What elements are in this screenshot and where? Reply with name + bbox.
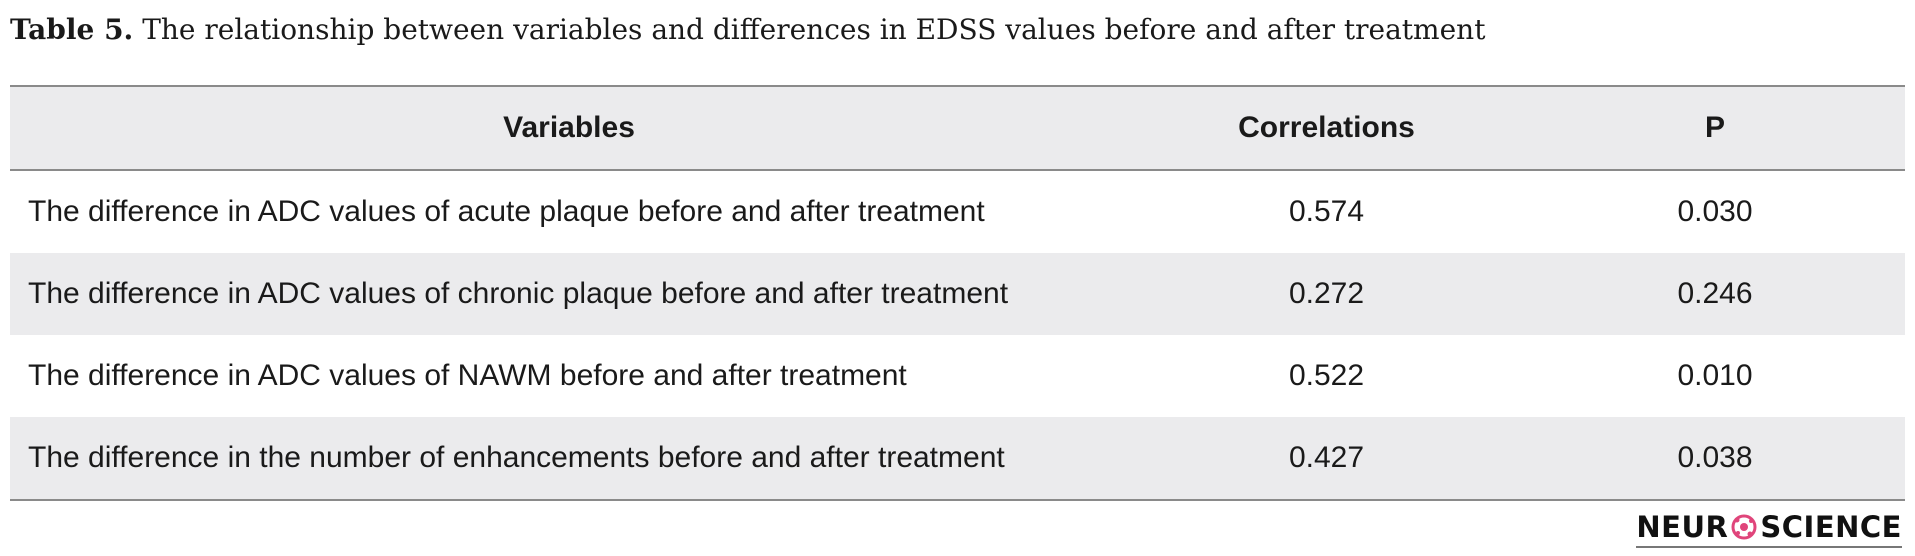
table-header-row: Variables Correlations P <box>10 87 1905 171</box>
data-table: Variables Correlations P The difference … <box>10 85 1905 501</box>
cell-p: 0.038 <box>1677 441 1753 474</box>
cell-correlation: 0.574 <box>1288 195 1365 228</box>
cell-variable: The difference in ADC values of NAWM bef… <box>28 359 907 392</box>
cell-p: 0.010 <box>1677 359 1753 392</box>
cell-variable: The difference in ADC values of acute pl… <box>28 195 985 228</box>
table-row: The difference in ADC values of chronic … <box>10 253 1905 335</box>
header-correlations: Correlations <box>1238 111 1415 144</box>
table-row: The difference in ADC values of NAWM bef… <box>10 335 1905 417</box>
table-row: The difference in ADC values of acute pl… <box>10 171 1905 253</box>
cell-variable: The difference in the number of enhancem… <box>28 441 1005 474</box>
header-p: P <box>1704 111 1725 144</box>
cell-p: 0.030 <box>1677 195 1753 228</box>
table-caption: Table 5. The relationship between variab… <box>10 10 1485 50</box>
caption-text: The relationship between variables and d… <box>133 13 1486 46</box>
brain-o-icon <box>1729 512 1759 542</box>
header-variables: Variables <box>503 111 635 144</box>
cell-correlation: 0.522 <box>1288 359 1365 392</box>
cell-correlation: 0.427 <box>1288 441 1365 474</box>
neuroscience-logo: NEUR SCIENCE <box>1636 510 1902 548</box>
logo-text-left: NEUR <box>1636 510 1729 544</box>
cell-correlation: 0.272 <box>1288 277 1365 310</box>
cell-p: 0.246 <box>1677 277 1753 310</box>
caption-label: Table 5. <box>10 13 134 46</box>
cell-variable: The difference in ADC values of chronic … <box>28 277 1009 310</box>
table-row: The difference in the number of enhancem… <box>10 417 1905 499</box>
logo-text-right: SCIENCE <box>1760 510 1902 544</box>
